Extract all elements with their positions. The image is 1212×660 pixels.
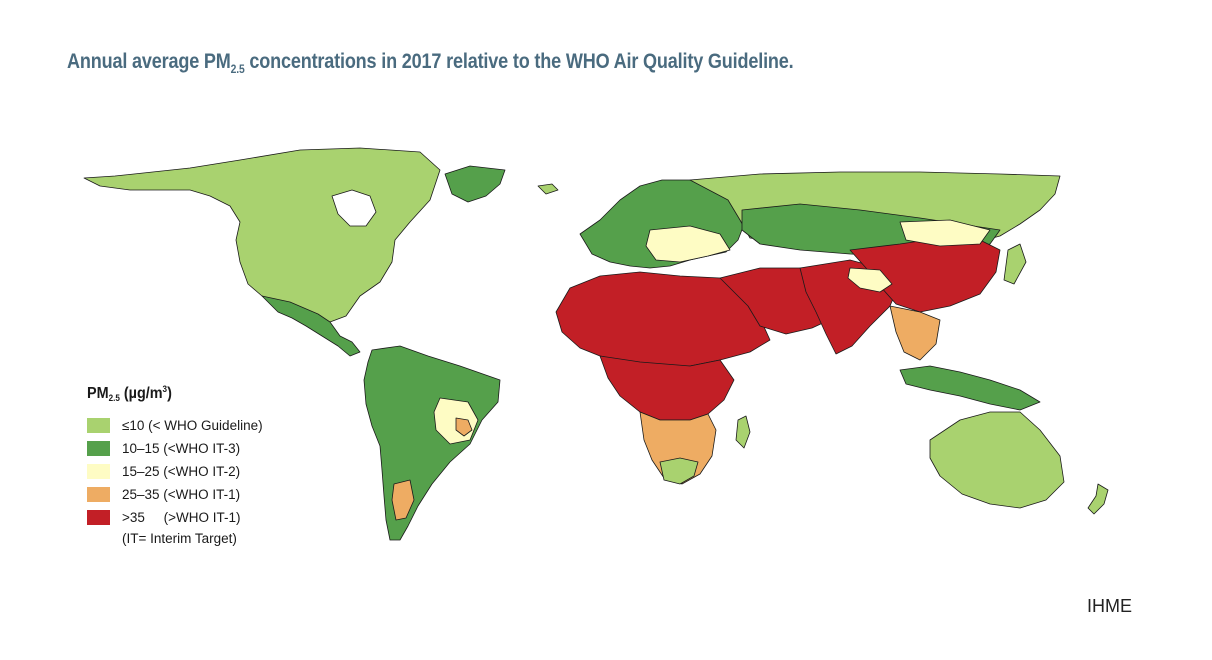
australia	[929, 411, 1065, 509]
legend: PM2.5 (µg/m3) ≤10 (< WHO Guideline) 10–1…	[87, 384, 347, 546]
legend-swatch	[87, 441, 110, 456]
patagonia	[391, 479, 415, 521]
europe-east	[645, 225, 731, 263]
southeast-asia	[889, 305, 941, 361]
legend-swatch	[87, 487, 110, 502]
legend-item: >35 (>WHO IT-1)	[87, 506, 347, 529]
madagascar	[735, 415, 751, 449]
hudson-bay	[331, 189, 377, 227]
legend-note: (IT= Interim Target)	[122, 531, 237, 546]
legend-swatch	[87, 510, 110, 525]
legend-swatch	[87, 464, 110, 479]
central-africa	[599, 355, 735, 421]
legend-swatch	[87, 418, 110, 433]
indonesia	[899, 365, 1041, 411]
legend-label: 10–15 (<WHO IT-3)	[122, 441, 241, 456]
legend-label: ≤10 (< WHO Guideline)	[122, 418, 263, 433]
legend-item: 10–15 (<WHO IT-3)	[87, 437, 347, 460]
legend-label: 15–25 (<WHO IT-2)	[122, 464, 241, 479]
japan	[1003, 243, 1027, 285]
central-america	[261, 295, 361, 357]
greenland	[444, 165, 506, 203]
north-africa	[555, 271, 771, 369]
mongolia	[899, 219, 991, 247]
legend-label: >35 (>WHO IT-1)	[122, 510, 241, 525]
south-africa-low	[659, 457, 699, 485]
iceland	[537, 183, 559, 195]
legend-item: ≤10 (< WHO Guideline)	[87, 414, 347, 437]
legend-label: 25–35 (<WHO IT-1)	[122, 487, 241, 502]
source-label: IHME	[1087, 596, 1132, 616]
legend-title: PM2.5 (µg/m3)	[87, 384, 172, 403]
tibet	[847, 267, 893, 293]
legend-item: 25–35 (<WHO IT-1)	[87, 483, 347, 506]
new-zealand	[1087, 483, 1109, 515]
page-title: Annual average PM2.5 concentrations in 2…	[67, 50, 794, 76]
south-america-highpm	[455, 417, 473, 437]
south-america	[363, 345, 501, 541]
legend-item: 15–25 (<WHO IT-2)	[87, 460, 347, 483]
